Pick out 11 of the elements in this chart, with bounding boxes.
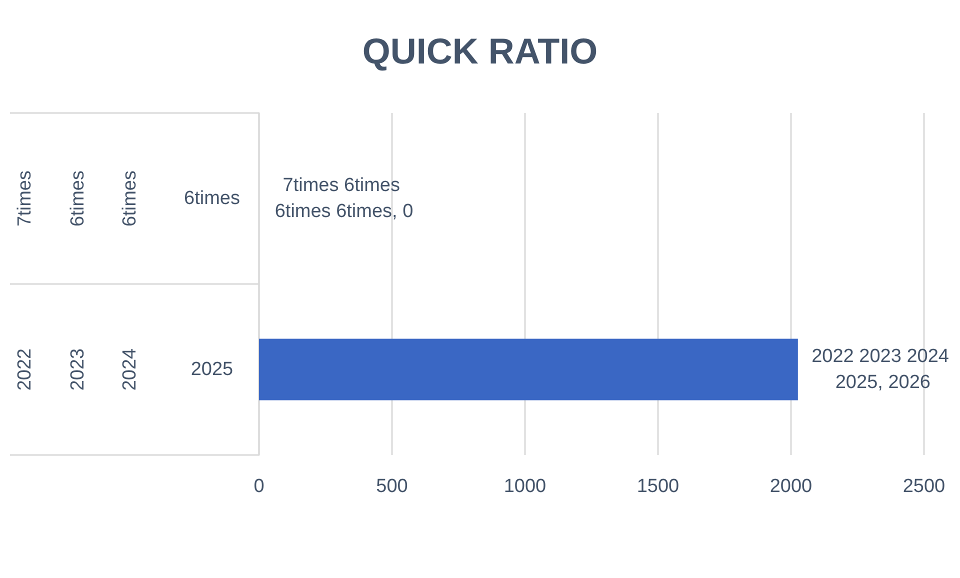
- category-label: 2022 2023 2024 2025: [14, 348, 234, 391]
- x-tick-label: 2000: [770, 476, 812, 497]
- data-label: 2022 2023 2024 2025, 2026: [812, 346, 954, 393]
- chart-title: QUICK RATIO: [362, 30, 598, 72]
- data-label: 7times 6times 6times 6times, 0: [274, 175, 414, 222]
- category-label: 7times 6times 6times 6times: [14, 170, 240, 226]
- x-tick-label: 1000: [504, 476, 546, 497]
- x-tick-label: 2500: [902, 476, 946, 497]
- x-tick-label: 500: [376, 476, 408, 497]
- x-tick-label: 0: [254, 476, 264, 497]
- x-tick-label: 1500: [636, 476, 680, 497]
